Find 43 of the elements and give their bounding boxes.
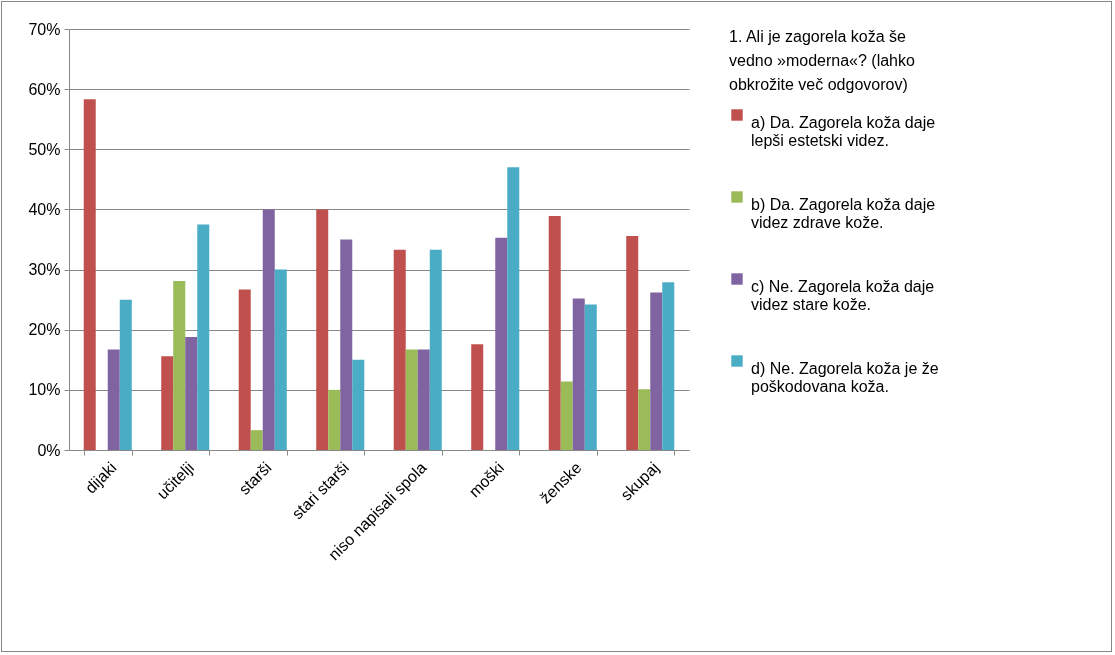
y-tick-label: 40%: [28, 200, 61, 218]
y-tick-label: 60%: [28, 80, 61, 98]
bar: [495, 237, 508, 450]
bar: [507, 167, 520, 450]
bar: [548, 216, 561, 450]
bar: [662, 282, 675, 450]
bar: [316, 209, 329, 450]
legend-label: d) Ne. Zagorela koža je že poškodovana koža.: [751, 360, 939, 395]
y-tick-label: 10%: [28, 381, 61, 399]
bar: [262, 209, 275, 450]
y-tick-label: 50%: [28, 140, 61, 158]
y-tick-label: 30%: [28, 261, 61, 279]
bar: [185, 336, 198, 450]
bar: [638, 389, 651, 450]
y-tick-label: 20%: [28, 321, 61, 339]
bar: [173, 281, 186, 450]
bar: [650, 292, 663, 450]
bar: [393, 249, 406, 450]
legend-label: c) Ne. Zagorela koža daje videz stare kože.: [751, 278, 935, 313]
bar: [119, 299, 132, 450]
bar: [250, 430, 263, 450]
bar: [626, 235, 639, 450]
bar: [274, 269, 287, 450]
bar: [429, 249, 442, 450]
bar: [352, 359, 365, 450]
legend-label: a) Da. Zagorela koža daje lepši estetski videz.: [751, 114, 936, 149]
y-tick-label: 0%: [37, 441, 61, 459]
bar: [340, 239, 353, 450]
bar: [328, 389, 341, 450]
bar: [471, 344, 484, 450]
legend-title: 1. Ali je zagorela koža še vedno »moderna«? (lahko obkrožite več odgovorov): [729, 28, 916, 93]
bar: [83, 99, 96, 450]
bar: [584, 304, 597, 450]
bar: [197, 224, 210, 450]
legend-label: b) Da. Zagorela koža daje videz zdrave kože.: [751, 196, 936, 231]
bar: [107, 349, 120, 450]
y-tick-label: 70%: [28, 20, 61, 38]
bar: [238, 289, 251, 450]
bar: [161, 356, 174, 450]
bar: [572, 298, 585, 450]
bar: [560, 381, 573, 450]
bar: [405, 349, 418, 450]
bar: [417, 349, 430, 450]
